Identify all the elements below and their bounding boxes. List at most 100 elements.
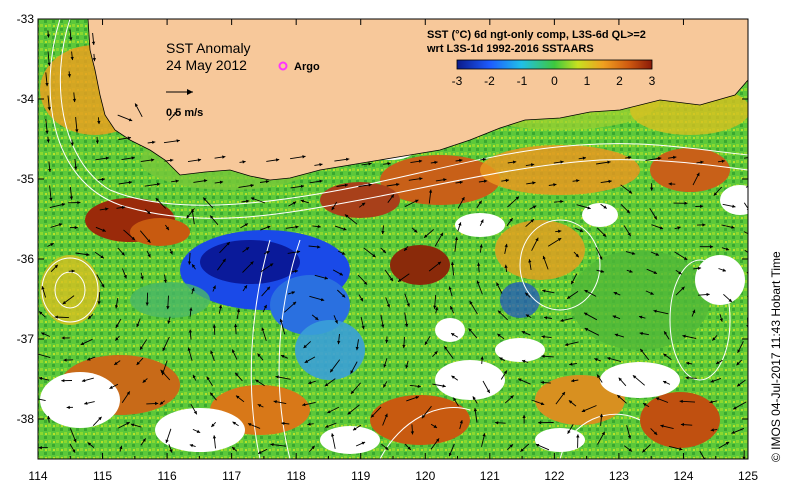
- current-arrow-head: [361, 441, 366, 445]
- current-arrow-head: [257, 353, 261, 357]
- current-arrow-head: [582, 156, 586, 160]
- argo-float-icon: [278, 61, 288, 71]
- current-arrow-head: [350, 370, 354, 374]
- current-arrow-head: [234, 323, 238, 328]
- current-arrow-head: [331, 433, 335, 437]
- lon-tick-label: 122: [544, 469, 564, 483]
- current-arrow-head: [165, 226, 169, 231]
- current-arrow-head: [81, 378, 86, 383]
- current-arrow-head: [250, 183, 254, 188]
- current-arrow-head: [355, 346, 359, 351]
- current-arrow-head: [483, 179, 488, 183]
- current-arrow-head: [66, 405, 70, 410]
- current-arrow-head: [210, 350, 214, 354]
- current-arrow-head: [396, 182, 400, 187]
- current-arrow-head: [731, 225, 735, 229]
- current-arrow-head: [114, 305, 119, 309]
- current-arrow-head: [737, 349, 741, 353]
- current-arrow-head: [291, 291, 295, 295]
- lat-tick-label: -36: [17, 252, 35, 266]
- current-arrow-head: [296, 250, 301, 254]
- current-arrow-head: [664, 331, 668, 335]
- current-arrow-head: [62, 300, 67, 305]
- current-arrow-head: [594, 358, 598, 362]
- current-arrow-head: [159, 401, 164, 405]
- current-arrow-head: [540, 380, 544, 385]
- current-arrow-head: [165, 439, 169, 443]
- current-arrow-head: [612, 315, 617, 319]
- current-arrow-head: [681, 286, 685, 291]
- current-arrow-head: [126, 422, 130, 426]
- current-arrow-head: [684, 201, 688, 205]
- current-arrow-head: [218, 304, 223, 309]
- current-arrow-head: [480, 219, 484, 223]
- current-arrow-head: [173, 111, 177, 115]
- current-arrow-head: [571, 280, 575, 285]
- current-arrow-head: [317, 224, 321, 229]
- current-arrow-head: [300, 199, 305, 203]
- current-arrow-head: [473, 408, 477, 412]
- current-arrow-head: [128, 180, 132, 185]
- current-arrow-head: [503, 370, 507, 374]
- map-date: 24 May 2012: [166, 57, 247, 73]
- current-arrow-head: [558, 229, 562, 233]
- current-arrow-head: [197, 158, 202, 162]
- current-arrow-head: [32, 397, 35, 400]
- current-arrow-head: [86, 252, 90, 257]
- current-arrow-head: [121, 205, 126, 210]
- colorbar-tick-label: -1: [517, 74, 528, 88]
- current-arrow-head: [472, 396, 476, 400]
- current-arrow-head: [344, 214, 349, 218]
- current-arrow-head: [109, 385, 113, 389]
- current-arrow-head: [91, 41, 96, 45]
- current-arrow: [743, 157, 748, 159]
- current-arrow-head: [100, 255, 104, 259]
- current-arrow-head: [752, 307, 755, 310]
- current-arrow-head: [479, 244, 483, 248]
- current-arrow-head: [629, 269, 633, 273]
- current-arrow-head: [710, 245, 714, 249]
- current-arrow-head: [317, 245, 321, 249]
- current-arrow-head: [320, 298, 325, 302]
- colorbar-tick-label: 2: [616, 74, 623, 88]
- current-arrow-head: [756, 181, 760, 184]
- current-arrow-head: [257, 404, 262, 408]
- current-arrow-head: [437, 261, 441, 265]
- current-arrow-head: [319, 179, 323, 183]
- current-arrow-head: [115, 324, 119, 328]
- current-arrow-head: [74, 225, 78, 230]
- current-arrow-head: [70, 142, 74, 146]
- current-arrow-head: [584, 312, 588, 316]
- current-arrow-head: [733, 406, 737, 410]
- current-arrow-head: [535, 443, 540, 447]
- current-arrow-head: [602, 233, 607, 237]
- current-arrow-head: [54, 315, 58, 319]
- current-arrow-head: [404, 247, 408, 251]
- current-arrow-head: [203, 197, 207, 201]
- current-arrow-head: [518, 378, 522, 382]
- current-arrow-head: [668, 182, 672, 186]
- current-arrow-head: [659, 226, 664, 230]
- current-arrow-head: [302, 403, 306, 407]
- current-arrow-head: [444, 346, 448, 350]
- current-arrow-head: [505, 178, 509, 183]
- current-arrow-head: [87, 442, 92, 446]
- current-arrow-head: [73, 438, 77, 443]
- current-arrow-head: [587, 206, 591, 210]
- current-arrow-head: [130, 423, 135, 427]
- current-arrow-head: [683, 256, 688, 260]
- current-arrow-head: [344, 183, 348, 187]
- current-arrow-head: [679, 447, 683, 451]
- current-arrow-head: [406, 303, 410, 307]
- current-arrow-head: [47, 62, 51, 66]
- current-arrow-head: [528, 259, 532, 263]
- current-arrow-head: [190, 208, 195, 213]
- current-arrow-head: [685, 361, 690, 365]
- current-arrow-head: [84, 401, 88, 405]
- current-arrow-head: [697, 266, 702, 270]
- current-arrow-head: [145, 302, 149, 306]
- australia-land: [87, 19, 748, 181]
- velocity-scale: 0.5 m/s: [166, 89, 203, 119]
- colorbar-tick-labels: -3 -2 -1 0 1 2 3: [452, 74, 656, 88]
- current-arrow-head: [417, 384, 421, 388]
